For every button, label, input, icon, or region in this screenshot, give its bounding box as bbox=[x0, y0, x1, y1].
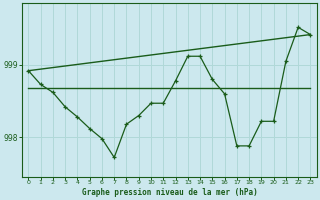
X-axis label: Graphe pression niveau de la mer (hPa): Graphe pression niveau de la mer (hPa) bbox=[82, 188, 257, 197]
